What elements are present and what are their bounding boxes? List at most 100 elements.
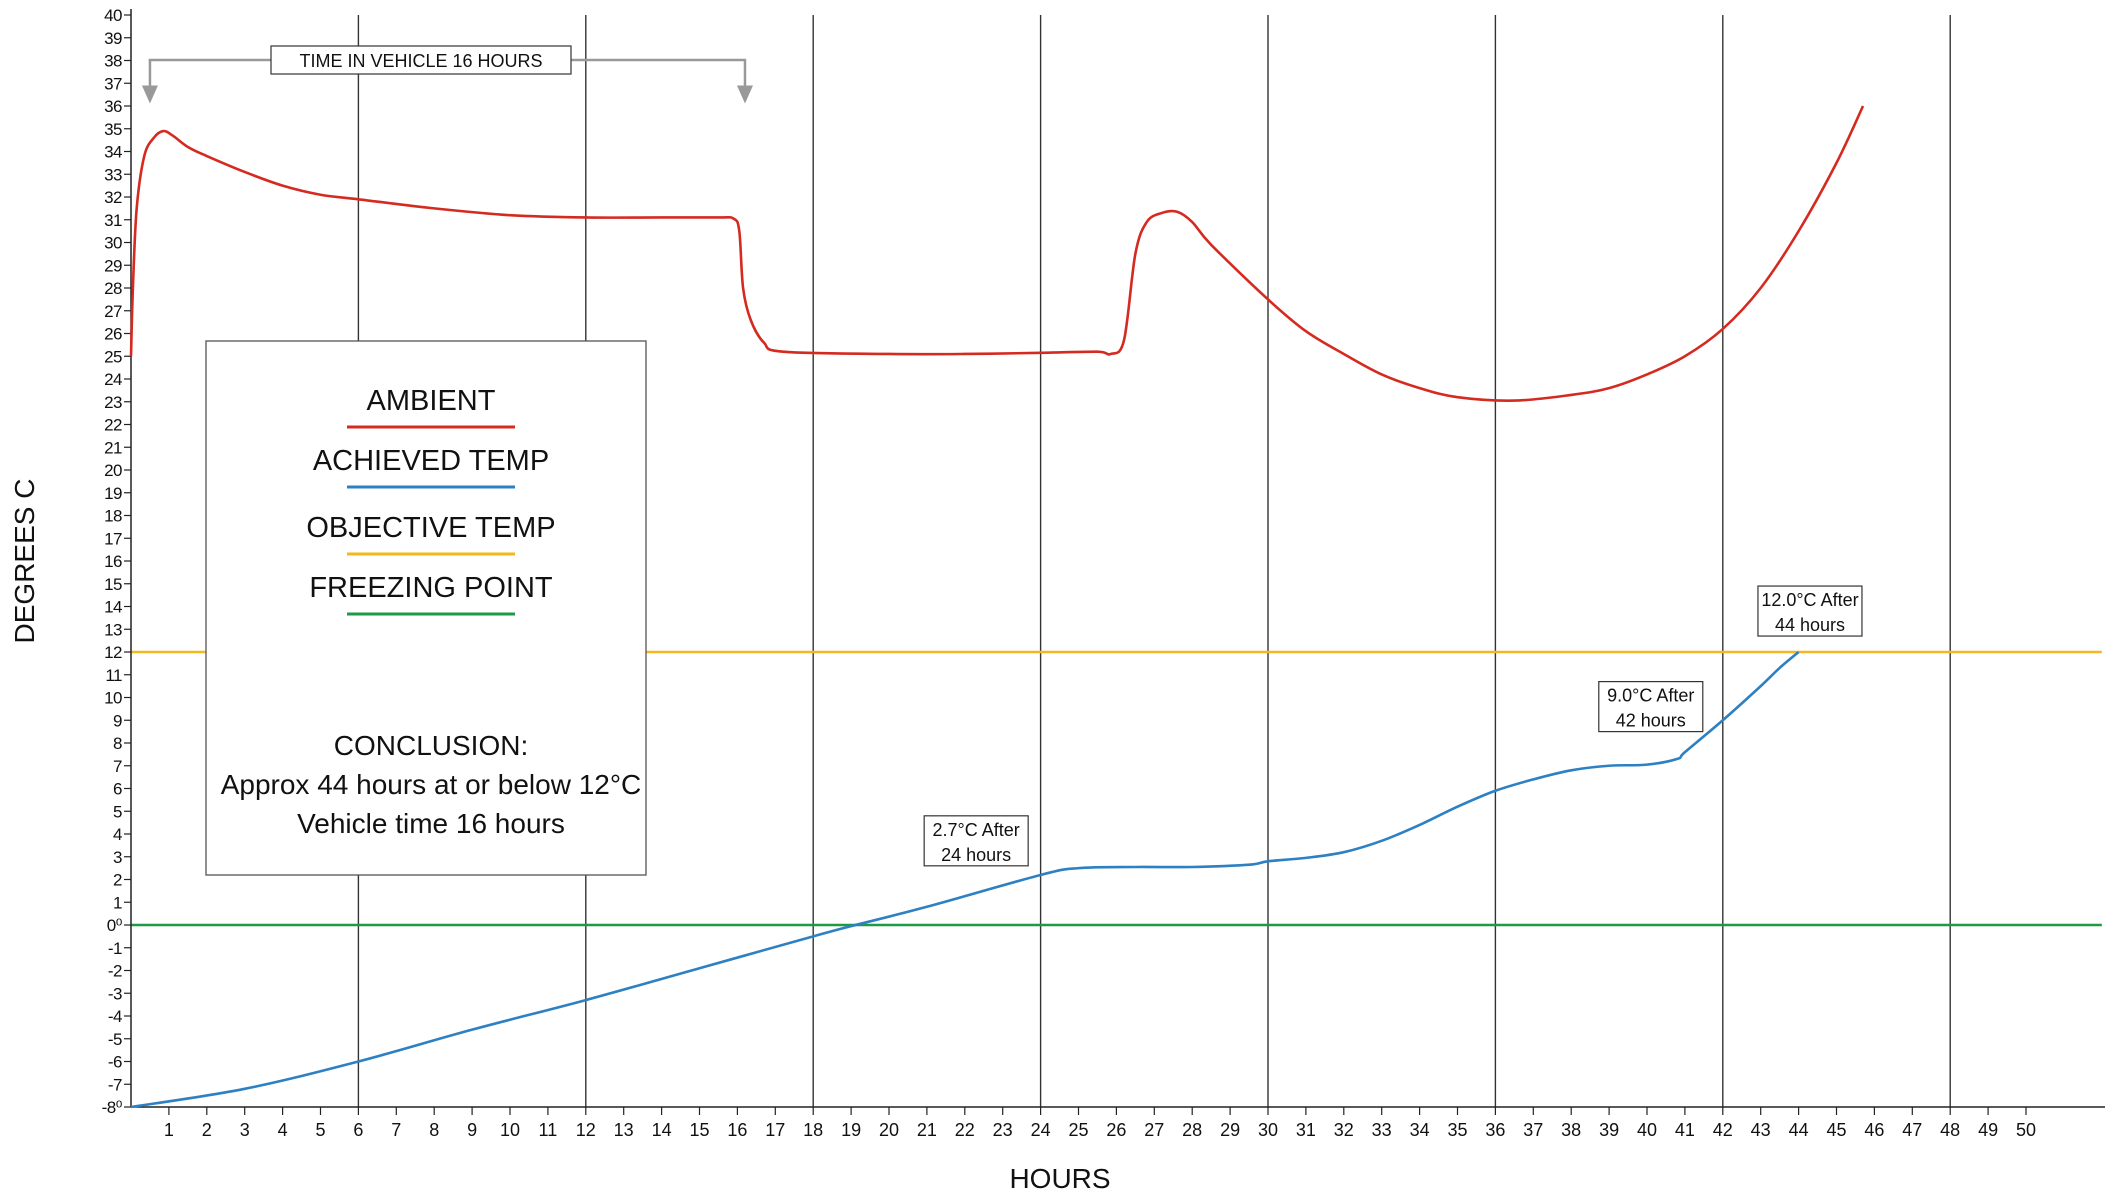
x-tick-label: 27 [1144,1120,1164,1140]
x-tick-label: 42 [1713,1120,1733,1140]
series-line-ambient [129,105,1865,402]
legend-panel [205,340,647,876]
x-tick-label: 49 [1978,1120,1998,1140]
x-tick-label: 38 [1561,1120,1581,1140]
y-tick-label: 3 [113,848,122,867]
x-tick-label: 24 [1031,1120,1051,1140]
annotation-text: 9.0°C After [1607,686,1694,706]
annotation-text: 24 hours [941,845,1011,865]
x-tick-label: 9 [467,1120,477,1140]
y-tick-label: 14 [104,598,122,617]
annotation-text: 44 hours [1775,615,1845,635]
y-tick-label: 33 [104,165,122,184]
x-tick-label: 1 [164,1120,174,1140]
legend-entry: AMBIENT [347,385,515,429]
x-tick-label: 8 [429,1120,439,1140]
y-tick-label: 32 [104,188,122,207]
x-axis-title: HOURS [1009,1163,1110,1194]
x-tick-label: 26 [1106,1120,1126,1140]
y-tick-label: 20 [104,461,122,480]
callout-left-connector [148,58,271,88]
x-tick-label: 29 [1220,1120,1240,1140]
legend-entry: ACHIEVED TEMP [313,445,549,489]
x-tick-label: 45 [1826,1120,1846,1140]
y-tick-label: 13 [104,620,122,639]
y-tick-label: 4 [113,825,122,844]
annotation-frame [923,815,1029,867]
y-tick-label: 9 [113,711,122,730]
x-tick-label: 30 [1258,1120,1278,1140]
legend-label: ACHIEVED TEMP [313,445,549,477]
x-tick-label: 4 [278,1120,288,1140]
vehicle-time-callout: TIME IN VEHICLE 16 HOURS [141,45,753,104]
x-tick-label: 17 [765,1120,785,1140]
y-tick-label: 28 [104,279,122,298]
callout-right-arrowhead [736,85,753,104]
y-tick-label: 1 [113,893,122,912]
x-tick-label: 18 [803,1120,823,1140]
x-tick-label: 11 [539,1120,558,1140]
y-tick-label: -7 [108,1075,122,1094]
x-tick-label: 31 [1296,1120,1316,1140]
axes [130,9,2105,1108]
x-tick-label: 15 [689,1120,709,1140]
x-tick-label: 13 [614,1120,634,1140]
x-tick-label: 19 [841,1120,861,1140]
x-tick-label: 20 [879,1120,899,1140]
y-axis-title: DEGREES C [9,479,40,644]
x-tick-label: 46 [1864,1120,1884,1140]
callout-right-connector [571,58,747,88]
legend-label: OBJECTIVE TEMP [306,512,555,544]
x-tick-label: 28 [1182,1120,1202,1140]
annotation-frame [1757,585,1863,637]
conclusion-line: Vehicle time 16 hours [297,808,565,839]
y-tick-label: 22 [104,416,122,435]
x-tick-label: 6 [353,1120,363,1140]
gridlines [357,15,1951,1107]
x-tick-label: 40 [1637,1120,1657,1140]
y-tick-label: 0⁰ [107,916,123,935]
annotations: 2.7°C After 24 hours 9.0°C After 42 hours 12… [923,585,1863,867]
x-tick-label: 16 [727,1120,747,1140]
y-tick-label: 31 [104,211,122,230]
y-tick-label: -4 [108,1007,122,1026]
y-tick-label: 27 [104,302,122,321]
x-tick-label: 10 [500,1120,520,1140]
y-tick-label: 5 [113,802,122,821]
y-tick-label: 38 [104,52,122,71]
y-tick-label: 34 [104,143,122,162]
x-tick-label: 48 [1940,1120,1960,1140]
y-tick-label: 19 [104,484,122,503]
y-tick-label: 10 [104,689,122,708]
conclusion-title: CONCLUSION: [334,730,528,761]
y-axis-ticks: -8⁰-7-6-5-4-3-2-10⁰123456789101112131415… [102,6,131,1117]
y-tick-label: 12 [104,643,122,662]
callout-label-box [270,45,572,75]
y-tick-label: 18 [104,507,122,526]
y-tick-label: 6 [113,780,122,799]
x-tick-label: 22 [955,1120,975,1140]
y-tick-label: 26 [104,325,122,344]
y-tick-label: 29 [104,256,122,275]
series-line-achieved-temp [130,651,1800,1109]
callout-left-arrowhead [141,85,158,104]
x-tick-label: 36 [1485,1120,1505,1140]
x-tick-label: 3 [240,1120,250,1140]
y-tick-label: 21 [104,438,122,457]
legend-entry: FREEZING POINT [309,572,553,616]
data-series [129,105,1865,1109]
y-tick-label: -2 [108,962,122,981]
x-tick-label: 41 [1675,1120,1695,1140]
x-tick-label: 47 [1902,1120,1922,1140]
y-tick-label: 15 [104,575,122,594]
x-tick-label: 23 [993,1120,1013,1140]
legend: AMBIENT ACHIEVED TEMP OBJECTIVE TEMP FREEZI… [205,340,647,876]
y-tick-label: 24 [104,370,122,389]
legend-label: AMBIENT [367,385,496,417]
y-tick-label: 8 [113,734,122,753]
x-tick-label: 37 [1523,1120,1543,1140]
y-tick-label: -6 [108,1053,122,1072]
y-tick-label: 35 [104,120,122,139]
x-tick-label: 7 [391,1120,401,1140]
